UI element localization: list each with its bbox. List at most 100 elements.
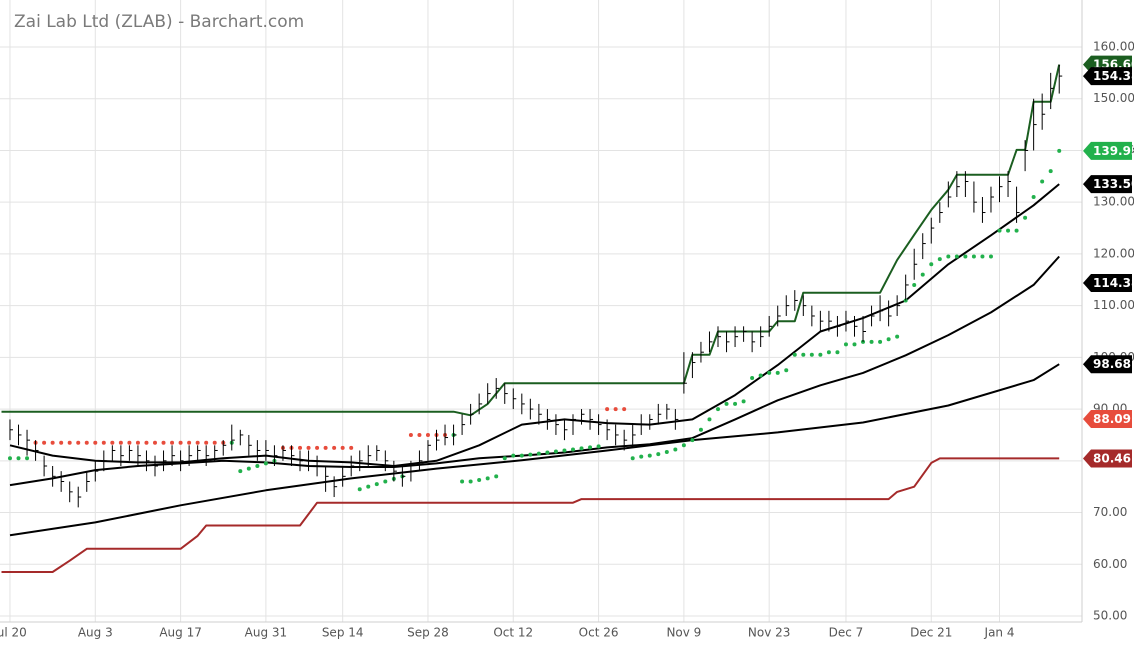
sar-dot [963,254,968,259]
sar-dot [1023,215,1028,220]
sar-dot [76,440,81,445]
sar-dot [195,440,200,445]
sar-dot [937,257,942,262]
y-tick-label: 120.00 [1093,246,1134,260]
y-tick-label: 50.00 [1093,609,1127,623]
sar-dot [912,282,917,287]
sar-dot [664,450,669,455]
sar-dot [110,440,115,445]
sar-dot [826,350,831,355]
sar-dot [801,352,806,357]
sar-dot [553,449,558,454]
indicator-line [1,64,1061,417]
sar-dot [818,352,823,357]
sar-dot [187,440,192,445]
price-badge [1083,355,1132,374]
sar-dot [511,453,516,458]
sar-dot [622,407,627,412]
x-tick-label: Aug 31 [245,626,288,640]
sar-dot [852,342,857,347]
sar-dot [946,254,951,259]
sar-dot [255,463,260,468]
sar-dot [895,334,900,339]
price-badge [1083,67,1132,86]
sar-dot [579,446,584,451]
sar-dot [843,342,848,347]
sar-dot [596,444,601,449]
sar-dot [502,456,507,461]
sar-dot [238,469,243,474]
sar-dot [135,440,140,445]
sar-dot [1031,195,1036,200]
sar-dot [588,445,593,450]
sar-dot [468,479,473,484]
sar-dot [178,440,183,445]
x-tick-label: Dec 7 [829,626,864,640]
sar-dot [349,445,354,450]
sar-dot [170,440,175,445]
sar-dot [417,432,422,437]
sar-dot [161,440,166,445]
price-badge-label: 154.38 [1093,69,1134,83]
sar-dot [323,445,328,450]
sar-dot [707,417,712,422]
y-tick-label: 130.00 [1093,195,1134,209]
indicator-line [9,255,1060,487]
sar-dot [152,440,157,445]
y-tick-label: 110.00 [1093,298,1134,312]
sar-dot [494,474,499,479]
sar-dot [306,445,311,450]
sar-dot [750,376,755,381]
sar-dot [1014,228,1019,233]
x-tick-label: Jan 4 [984,626,1015,640]
price-badge-label: 114.38 [1093,276,1134,290]
sar-dot [298,445,303,450]
sar-dot [127,440,132,445]
y-tick-label: 60.00 [1093,557,1127,571]
axis-layer: 50.0060.0070.0080.0090.00100.00110.00120… [0,40,1134,640]
sar-dot [118,440,123,445]
indicator-line [9,363,1060,537]
sar-dot [101,440,106,445]
chart-title: Zai Lab Ltd (ZLAB) - Barchart.com [14,12,304,32]
sar-dot [1057,148,1062,153]
price-badge-label: 98.68 [1093,357,1131,371]
sar-dot [67,440,72,445]
sar-dot [639,454,644,459]
sar-dot [25,456,30,461]
x-tick-label: Jul 20 [0,626,27,640]
y-tick-label: 150.00 [1093,91,1134,105]
sar-dot [775,370,780,375]
sar-dot [724,401,729,406]
sar-dot [647,453,652,458]
price-badge-label: 80.46 [1093,451,1131,465]
plot-layer [1,64,1063,573]
sar-dot [920,272,925,277]
sar-dot [536,451,541,456]
sar-dot [570,447,575,452]
sar-dot [374,482,379,487]
sar-dot [16,456,21,461]
sar-dot [315,445,320,450]
x-tick-label: Sep 14 [322,626,364,640]
x-tick-label: Aug 3 [78,626,113,640]
sar-dot [767,370,772,375]
sar-dot [886,337,891,342]
sar-dot [42,440,47,445]
sar-dot [519,453,524,458]
sar-dot [698,427,703,432]
sar-dot [758,373,763,378]
sar-dot [988,254,993,259]
sar-dot [1040,179,1045,184]
price-badge [1083,273,1132,292]
sar-dot [366,484,371,489]
sar-dot [869,339,874,344]
sar-dot [357,487,362,492]
price-badge-label: 133.50 [1093,177,1134,191]
sar-dot [929,262,934,267]
price-badge-label: 139.93 [1093,144,1134,158]
sar-dot [784,368,789,373]
sar-dot [263,461,268,466]
sar-dot [809,352,814,357]
